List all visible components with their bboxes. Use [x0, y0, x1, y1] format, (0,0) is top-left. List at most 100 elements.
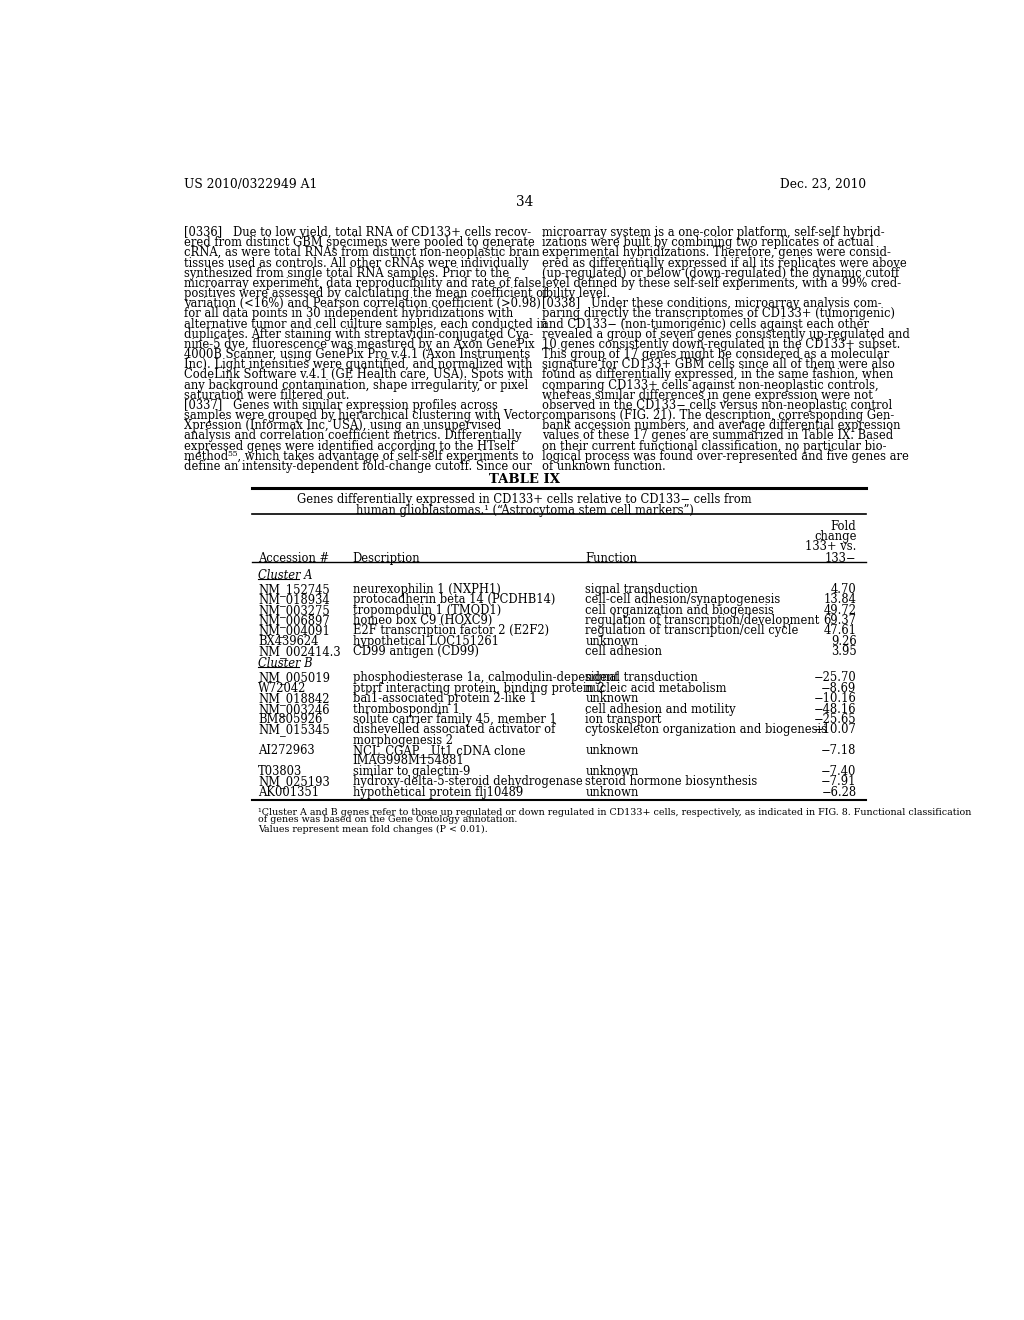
Text: NM_015345: NM_015345 — [258, 723, 330, 737]
Text: comparisons (FIG. 21). The description, corresponding Gen-: comparisons (FIG. 21). The description, … — [542, 409, 894, 422]
Text: cell adhesion: cell adhesion — [586, 645, 663, 659]
Text: Xpression (Informax Inc, USA), using an unsupervised: Xpression (Informax Inc, USA), using an … — [183, 420, 501, 432]
Text: regulation of transcription/cell cycle: regulation of transcription/cell cycle — [586, 624, 799, 638]
Text: for all data points in 30 independent hybridizations with: for all data points in 30 independent hy… — [183, 308, 513, 321]
Text: experimental hybridizations. Therefore, genes were consid-: experimental hybridizations. Therefore, … — [542, 247, 891, 260]
Text: 3.95: 3.95 — [830, 645, 856, 659]
Text: This group of 17 genes might be considered as a molecular: This group of 17 genes might be consider… — [542, 348, 889, 362]
Text: samples were grouped by hierarchical clustering with Vector: samples were grouped by hierarchical clu… — [183, 409, 542, 422]
Text: −7.40: −7.40 — [821, 766, 856, 777]
Text: Fold: Fold — [830, 520, 856, 533]
Text: cell organization and biogenesis: cell organization and biogenesis — [586, 603, 774, 616]
Text: unknown: unknown — [586, 635, 639, 648]
Text: homeo box C9 (HOXC9): homeo box C9 (HOXC9) — [352, 614, 493, 627]
Text: −25.65: −25.65 — [814, 713, 856, 726]
Text: found as differentially expressed, in the same fashion, when: found as differentially expressed, in th… — [542, 368, 893, 381]
Text: Accession #: Accession # — [258, 552, 330, 565]
Text: thrombospondin 1: thrombospondin 1 — [352, 702, 460, 715]
Text: CD99 antigen (CD99): CD99 antigen (CD99) — [352, 645, 479, 659]
Text: BM805926: BM805926 — [258, 713, 323, 726]
Text: steroid hormone biosynthesis: steroid hormone biosynthesis — [586, 775, 758, 788]
Text: −8.69: −8.69 — [821, 682, 856, 694]
Text: ¹Cluster A and B genes refer to those up regulated or down regulated in CD133+ c: ¹Cluster A and B genes refer to those up… — [258, 808, 972, 817]
Text: logical process was found over-represented and five genes are: logical process was found over-represent… — [542, 450, 908, 463]
Text: W72042: W72042 — [258, 682, 306, 694]
Text: cRNA, as were total RNAs from distinct non-neoplastic brain: cRNA, as were total RNAs from distinct n… — [183, 247, 540, 260]
Text: Description: Description — [352, 552, 421, 565]
Text: Cluster A: Cluster A — [258, 569, 312, 582]
Text: on their current functional classification, no particular bio-: on their current functional classificati… — [542, 440, 887, 453]
Text: duplicates. After staining with streptavidin-conjugated Cya-: duplicates. After staining with streptav… — [183, 327, 534, 341]
Text: bai1-associated protein 2-like 1: bai1-associated protein 2-like 1 — [352, 692, 537, 705]
Text: NM_003246: NM_003246 — [258, 702, 330, 715]
Text: signal transduction: signal transduction — [586, 672, 698, 685]
Text: ion transport: ion transport — [586, 713, 662, 726]
Text: of unknown function.: of unknown function. — [542, 459, 666, 473]
Text: −10.16: −10.16 — [814, 692, 856, 705]
Text: and CD133− (non-tumorigenic) cells against each other: and CD133− (non-tumorigenic) cells again… — [542, 318, 868, 330]
Text: Cluster B: Cluster B — [258, 657, 312, 671]
Text: NCL_CGAP__Ut1 cDNA clone: NCL_CGAP__Ut1 cDNA clone — [352, 744, 525, 758]
Text: expressed genes were identified according to the HTself: expressed genes were identified accordin… — [183, 440, 514, 453]
Text: phosphodiesterase 1a, calmodulin-dependent: phosphodiesterase 1a, calmodulin-depende… — [352, 672, 618, 685]
Text: unknown: unknown — [586, 692, 639, 705]
Text: IMAG998M154881: IMAG998M154881 — [352, 755, 465, 767]
Text: hydroxy-delta-5-steroid dehydrogenase: hydroxy-delta-5-steroid dehydrogenase — [352, 775, 583, 788]
Text: regulation of transcription/development: regulation of transcription/development — [586, 614, 819, 627]
Text: positives were assessed by calculating the mean coefficient of: positives were assessed by calculating t… — [183, 288, 547, 300]
Text: human glioblastomas.¹ (“Astrocytoma stem cell markers”): human glioblastomas.¹ (“Astrocytoma stem… — [356, 503, 693, 516]
Text: 9.26: 9.26 — [830, 635, 856, 648]
Text: (up-regulated) or below (down-regulated) the dynamic cutoff: (up-regulated) or below (down-regulated)… — [542, 267, 899, 280]
Text: observed in the CD133− cells versus non-neoplastic control: observed in the CD133− cells versus non-… — [542, 399, 892, 412]
Text: BX439624: BX439624 — [258, 635, 318, 648]
Text: NM_018842: NM_018842 — [258, 692, 330, 705]
Text: E2F transcription factor 2 (E2F2): E2F transcription factor 2 (E2F2) — [352, 624, 549, 638]
Text: T03803: T03803 — [258, 766, 302, 777]
Text: NM_004091: NM_004091 — [258, 624, 330, 638]
Text: ibility level.: ibility level. — [542, 288, 610, 300]
Text: 4000B Scanner, using GenePix Pro v.4.1 (Axon Instruments: 4000B Scanner, using GenePix Pro v.4.1 (… — [183, 348, 530, 362]
Text: hypothetical LOC151261: hypothetical LOC151261 — [352, 635, 499, 648]
Text: tissues used as controls. All other cRNAs were individually: tissues used as controls. All other cRNA… — [183, 256, 528, 269]
Text: −10.07: −10.07 — [814, 723, 856, 737]
Text: neurexophilin 1 (NXPH1): neurexophilin 1 (NXPH1) — [352, 583, 501, 595]
Text: nine-5 dye, fluorescence was measured by an Axon GenePix: nine-5 dye, fluorescence was measured by… — [183, 338, 535, 351]
Text: NM_002414.3: NM_002414.3 — [258, 645, 341, 659]
Text: 49.72: 49.72 — [823, 603, 856, 616]
Text: signal transduction: signal transduction — [586, 583, 698, 595]
Text: morphogenesis 2: morphogenesis 2 — [352, 734, 453, 747]
Text: synthesized from single total RNA samples. Prior to the: synthesized from single total RNA sample… — [183, 267, 509, 280]
Text: alternative tumor and cell culture samples, each conducted in: alternative tumor and cell culture sampl… — [183, 318, 547, 330]
Text: unknown: unknown — [586, 766, 639, 777]
Text: NM_152745: NM_152745 — [258, 583, 330, 595]
Text: analysis and correlation coefficient metrics. Differentially: analysis and correlation coefficient met… — [183, 429, 521, 442]
Text: bank accession numbers, and average differential expression: bank accession numbers, and average diff… — [542, 420, 900, 432]
Text: whereas similar differences in gene expression were not: whereas similar differences in gene expr… — [542, 389, 872, 401]
Text: any background contamination, shape irregularity, or pixel: any background contamination, shape irre… — [183, 379, 528, 392]
Text: [0336]   Due to low yield, total RNA of CD133+ cells recov-: [0336] Due to low yield, total RNA of CD… — [183, 226, 530, 239]
Text: Values represent mean fold changes (P < 0.01).: Values represent mean fold changes (P < … — [258, 825, 488, 834]
Text: 133−: 133− — [825, 552, 856, 565]
Text: [0337]   Genes with similar expression profiles across: [0337] Genes with similar expression pro… — [183, 399, 498, 412]
Text: method⁵⁵, which takes advantage of self-self experiments to: method⁵⁵, which takes advantage of self-… — [183, 450, 534, 463]
Text: AK001351: AK001351 — [258, 785, 319, 799]
Text: 13.84: 13.84 — [823, 593, 856, 606]
Text: cell-cell adhesion/synaptogenesis: cell-cell adhesion/synaptogenesis — [586, 593, 780, 606]
Text: Dec. 23, 2010: Dec. 23, 2010 — [779, 178, 866, 190]
Text: TABLE IX: TABLE IX — [489, 473, 560, 486]
Text: comparing CD133+ cells against non-neoplastic controls,: comparing CD133+ cells against non-neopl… — [542, 379, 879, 392]
Text: izations were built by combining two replicates of actual: izations were built by combining two rep… — [542, 236, 873, 249]
Text: [0338]   Under these conditions, microarray analysis com-: [0338] Under these conditions, microarra… — [542, 297, 882, 310]
Text: of genes was based on the Gene Ontology annotation.: of genes was based on the Gene Ontology … — [258, 816, 517, 825]
Text: unknown: unknown — [586, 744, 639, 758]
Text: tropomodulin 1 (TMOD1): tropomodulin 1 (TMOD1) — [352, 603, 501, 616]
Text: −6.28: −6.28 — [821, 785, 856, 799]
Text: cytoskeleton organization and biogenesis: cytoskeleton organization and biogenesis — [586, 723, 827, 737]
Text: −25.70: −25.70 — [814, 672, 856, 685]
Text: NM_018934: NM_018934 — [258, 593, 330, 606]
Text: NM_003275: NM_003275 — [258, 603, 330, 616]
Text: 69.37: 69.37 — [823, 614, 856, 627]
Text: values of these 17 genes are summarized in Table IX. Based: values of these 17 genes are summarized … — [542, 429, 893, 442]
Text: paring directly the transcriptomes of CD133+ (tumorigenic): paring directly the transcriptomes of CD… — [542, 308, 895, 321]
Text: define an intensity-dependent fold-change cutoff. Since our: define an intensity-dependent fold-chang… — [183, 459, 531, 473]
